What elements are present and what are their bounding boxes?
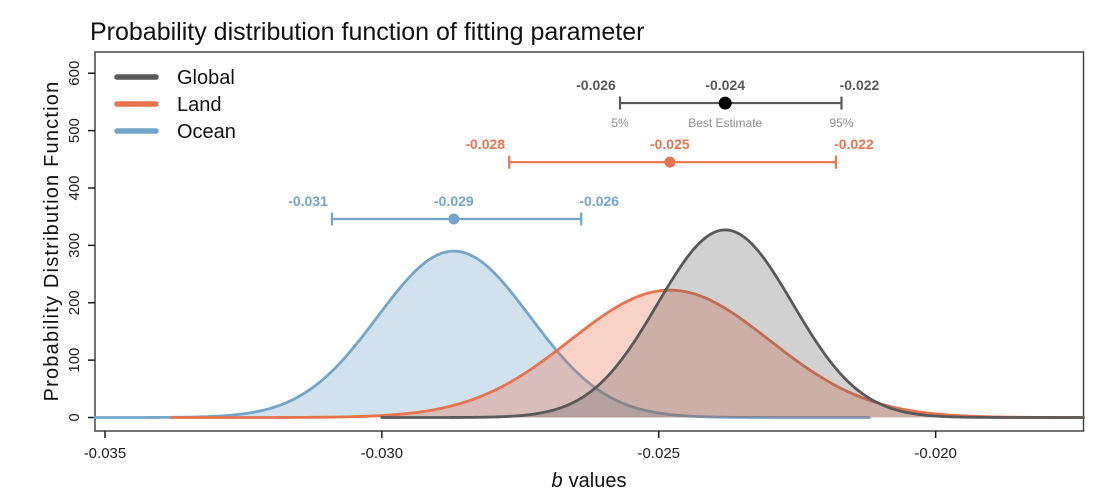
curve-ocean xyxy=(93,249,871,419)
plot-frame xyxy=(94,51,1085,432)
y-tick-label: 400 xyxy=(66,175,83,200)
errorbar-dot-ocean xyxy=(448,213,460,225)
legend-label-land: Land xyxy=(177,94,222,116)
y-tick-label: 500 xyxy=(66,118,83,143)
errorbar-label-high-ocean: -0.026 xyxy=(579,193,619,209)
legend-label-ocean: Ocean xyxy=(177,121,236,143)
x-tick-label: -0.025 xyxy=(637,445,680,462)
chart-title: Probability distribution function of fit… xyxy=(90,18,644,46)
y-tick-label: 300 xyxy=(66,233,83,258)
errorbar-dot-global xyxy=(718,96,732,110)
errorbar-label-low-ocean: -0.031 xyxy=(288,193,328,209)
errorbar-label-low-global: -0.026 xyxy=(576,77,616,93)
curve-fill-global xyxy=(381,229,1084,418)
x-axis-label: b values xyxy=(552,470,627,492)
x-tick-label: -0.020 xyxy=(914,445,957,462)
errorbar-sublabel-low-global: 5% xyxy=(611,116,629,130)
y-tick-label: 0 xyxy=(66,413,83,421)
errorbar-label-best-land: -0.025 xyxy=(650,136,690,152)
errorbar-label-low-land: -0.028 xyxy=(465,136,505,152)
y-tick-label: 200 xyxy=(66,290,83,315)
legend-label-global: Global xyxy=(177,67,235,89)
curve-land xyxy=(170,288,1085,419)
errorbar-dot-land xyxy=(664,156,676,168)
errorbar-label-high-land: -0.022 xyxy=(834,136,874,152)
errorbar-label-best-ocean: -0.029 xyxy=(434,193,474,209)
errorbar-sublabel-best-global: Best Estimate xyxy=(688,116,762,130)
curve-fill-ocean xyxy=(95,251,870,418)
errorbar-sublabel-high-global: 95% xyxy=(829,116,853,130)
y-tick-label: 100 xyxy=(66,348,83,373)
errorbar-label-high-global: -0.022 xyxy=(840,77,880,93)
x-axis-label-rest: values xyxy=(569,470,627,492)
y-axis-label: Probability Distribution Function xyxy=(41,81,63,402)
curve-global xyxy=(380,228,1085,419)
x-axis-label-variable: b xyxy=(552,470,563,492)
x-tick-label: -0.035 xyxy=(84,445,127,462)
x-tick-label: -0.030 xyxy=(361,445,404,462)
y-tick-label: 600 xyxy=(66,61,83,86)
errorbar-label-best-global: -0.024 xyxy=(705,77,745,93)
